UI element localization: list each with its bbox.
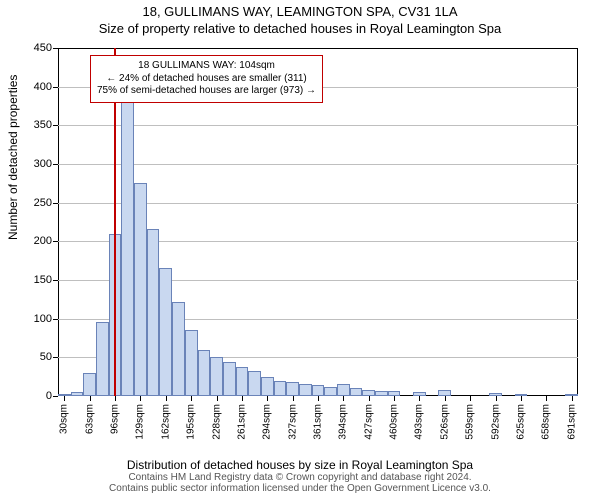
histogram-bar <box>198 350 211 396</box>
histogram-bar <box>337 384 350 396</box>
x-tick-mark <box>115 396 116 401</box>
x-tick-mark <box>242 396 243 401</box>
histogram-bar <box>71 392 84 396</box>
histogram-bar <box>147 229 160 396</box>
x-tick-label: 526sqm <box>439 404 450 440</box>
x-tick-mark <box>394 396 395 401</box>
annotation-box: 18 GULLIMANS WAY: 104sqm← 24% of detache… <box>90 55 323 103</box>
annotation-line-3: 75% of semi-detached houses are larger (… <box>97 85 316 98</box>
y-tick-label: 200 <box>34 235 52 247</box>
y-tick-label: 350 <box>34 119 52 131</box>
y-axis-label: Number of detached properties <box>6 75 20 240</box>
histogram-bar <box>121 75 134 396</box>
chart-title: 18, GULLIMANS WAY, LEAMINGTON SPA, CV31 … <box>0 4 600 36</box>
y-tick-mark <box>53 87 58 88</box>
gridline <box>58 125 578 126</box>
x-tick-mark <box>191 396 192 401</box>
x-tick-mark <box>64 396 65 401</box>
y-tick-label: 0 <box>46 390 52 402</box>
histogram-bar <box>312 385 325 396</box>
x-tick-mark <box>90 396 91 401</box>
y-tick-mark <box>53 164 58 165</box>
y-tick-label: 100 <box>34 313 52 325</box>
y-tick-label: 150 <box>34 274 52 286</box>
x-tick-label: 129sqm <box>135 404 146 440</box>
y-tick-label: 250 <box>34 197 52 209</box>
y-tick-mark <box>53 48 58 49</box>
x-tick-mark <box>343 396 344 401</box>
x-tick-mark <box>318 396 319 401</box>
x-tick-mark <box>496 396 497 401</box>
y-tick-mark <box>53 280 58 281</box>
x-tick-mark <box>419 396 420 401</box>
histogram-bar <box>172 302 185 396</box>
x-tick-mark <box>369 396 370 401</box>
x-tick-label: 625sqm <box>515 404 526 440</box>
x-tick-mark <box>445 396 446 401</box>
x-tick-label: 261sqm <box>236 404 247 440</box>
x-tick-label: 493sqm <box>414 404 425 440</box>
x-tick-mark <box>293 396 294 401</box>
x-tick-label: 63sqm <box>84 404 95 434</box>
histogram-bar <box>261 377 274 396</box>
x-tick-mark <box>267 396 268 401</box>
x-tick-label: 195sqm <box>186 404 197 440</box>
y-tick-mark <box>53 125 58 126</box>
histogram-bar <box>350 388 363 396</box>
x-tick-label: 96sqm <box>110 404 121 434</box>
histogram-bar <box>159 268 172 396</box>
x-tick-label: 460sqm <box>389 404 400 440</box>
x-tick-label: 228sqm <box>211 404 222 440</box>
footer-line-2: Contains public sector information licen… <box>0 483 600 494</box>
histogram-bar <box>96 322 109 396</box>
footer-line-1: Contains HM Land Registry data © Crown c… <box>0 472 600 483</box>
histogram-bar <box>134 183 147 396</box>
x-tick-label: 592sqm <box>490 404 501 440</box>
x-tick-label: 294sqm <box>262 404 273 440</box>
y-tick-mark <box>53 241 58 242</box>
y-tick-mark <box>53 357 58 358</box>
x-tick-mark <box>470 396 471 401</box>
histogram-bar <box>274 381 287 396</box>
x-tick-mark <box>140 396 141 401</box>
y-tick-mark <box>53 396 58 397</box>
x-tick-mark <box>572 396 573 401</box>
x-tick-label: 162sqm <box>160 404 171 440</box>
histogram-bar <box>83 373 96 396</box>
histogram-bar <box>324 387 337 396</box>
y-tick-label: 50 <box>40 351 52 363</box>
x-tick-label: 394sqm <box>338 404 349 440</box>
y-tick-label: 400 <box>34 81 52 93</box>
x-tick-mark <box>166 396 167 401</box>
y-tick-label: 300 <box>34 158 52 170</box>
x-tick-label: 658sqm <box>541 404 552 440</box>
annotation-line-1: 18 GULLIMANS WAY: 104sqm <box>97 60 316 73</box>
annotation-line-2: ← 24% of detached houses are smaller (31… <box>97 73 316 86</box>
x-tick-mark <box>546 396 547 401</box>
title-line-2: Size of property relative to detached ho… <box>0 21 600 36</box>
histogram-bar <box>185 330 198 396</box>
x-tick-mark <box>521 396 522 401</box>
x-tick-label: 559sqm <box>465 404 476 440</box>
title-line-1: 18, GULLIMANS WAY, LEAMINGTON SPA, CV31 … <box>0 4 600 19</box>
x-tick-label: 691sqm <box>566 404 577 440</box>
histogram-bar <box>248 371 261 396</box>
y-tick-mark <box>53 319 58 320</box>
y-tick-label: 450 <box>34 42 52 54</box>
x-tick-mark <box>217 396 218 401</box>
histogram-bar <box>375 391 388 396</box>
histogram-bar <box>210 357 223 396</box>
gridline <box>58 164 578 165</box>
histogram-bar <box>236 367 249 396</box>
histogram-bar <box>299 384 312 396</box>
x-tick-label: 361sqm <box>313 404 324 440</box>
histogram-bar <box>286 382 299 396</box>
histogram-bar <box>223 362 236 396</box>
x-tick-label: 327sqm <box>287 404 298 440</box>
x-axis-label: Distribution of detached houses by size … <box>0 458 600 472</box>
attribution-footer: Contains HM Land Registry data © Crown c… <box>0 472 600 494</box>
y-tick-mark <box>53 203 58 204</box>
x-tick-label: 427sqm <box>363 404 374 440</box>
x-tick-label: 30sqm <box>59 404 70 434</box>
